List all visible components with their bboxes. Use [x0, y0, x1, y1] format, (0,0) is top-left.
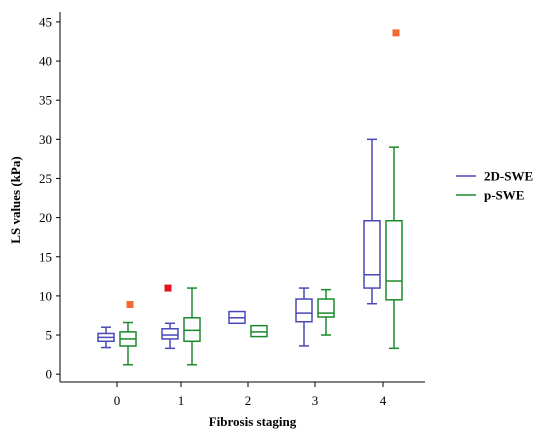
box-iqr — [317, 298, 335, 318]
box-iqr — [161, 328, 179, 340]
x-tick-label: 4 — [380, 393, 387, 408]
box-2d-swe-4 — [363, 138, 381, 305]
y-tick-label: 20 — [39, 210, 52, 225]
box-2d-swe-0 — [97, 326, 115, 349]
y-tick-label: 35 — [39, 93, 52, 108]
x-tick-label: 2 — [245, 393, 252, 408]
x-tick-label: 0 — [114, 393, 121, 408]
box-p-swe-2 — [250, 324, 268, 338]
plot-area — [97, 29, 403, 366]
y-tick-label: 30 — [39, 132, 52, 147]
box-p-swe-3 — [317, 288, 335, 336]
box-iqr — [250, 324, 268, 338]
y-axis-title: LS values (kPa) — [8, 156, 23, 243]
box-2d-swe-3 — [295, 287, 313, 347]
y-tick-label: 45 — [39, 14, 52, 29]
x-tick-label: 3 — [312, 393, 319, 408]
y-tick-label: 0 — [46, 367, 53, 382]
box-p-swe-0 — [119, 321, 137, 366]
box-p-swe-4 — [385, 146, 403, 350]
axes: 0 5 10 15 20 25 30 35 40 45 0 1 2 3 4 — [39, 12, 425, 408]
box-iqr — [385, 219, 403, 301]
y-tick-label: 40 — [39, 54, 52, 69]
y-tick-label: 10 — [39, 288, 52, 303]
x-tick-label: 1 — [178, 393, 185, 408]
box-p-swe-1 — [183, 287, 201, 366]
box-iqr — [295, 298, 313, 323]
y-tick-label: 25 — [39, 171, 52, 186]
box-iqr — [183, 317, 201, 343]
legend: 2D-SWE p-SWE — [456, 169, 533, 203]
x-axis-title: Fibrosis staging — [209, 414, 297, 429]
outlier-point — [126, 301, 134, 309]
box-2d-swe-2 — [228, 310, 246, 325]
y-tick-label: 5 — [46, 328, 53, 343]
legend-label: 2D-SWE — [484, 169, 533, 184]
outlier-point — [164, 284, 172, 292]
y-tick-label: 15 — [39, 249, 52, 264]
legend-label: p-SWE — [484, 188, 524, 203]
box-2d-swe-1 — [161, 322, 179, 350]
outlier-point — [392, 29, 400, 37]
box-iqr — [363, 219, 381, 289]
